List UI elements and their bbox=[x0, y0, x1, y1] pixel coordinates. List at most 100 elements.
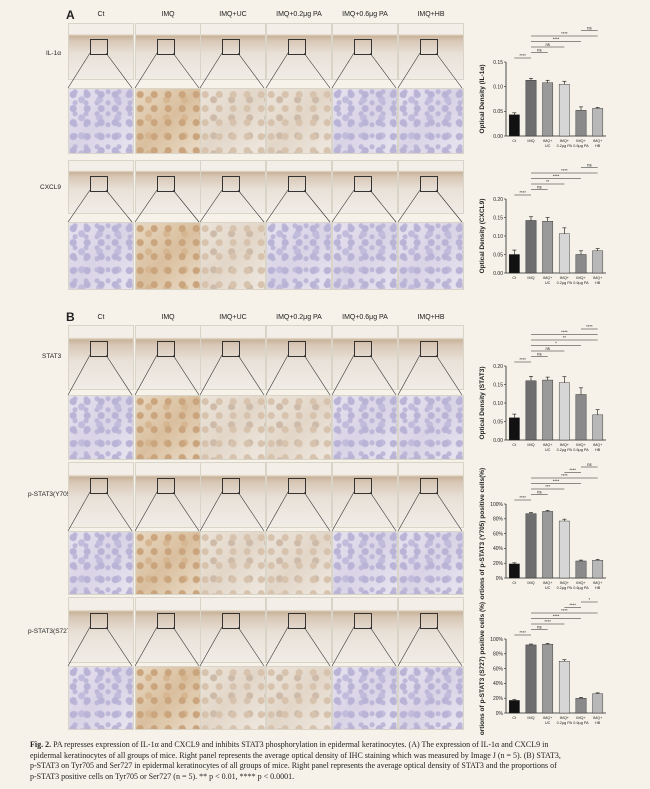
x-tick-label: HB bbox=[595, 281, 601, 285]
row-label-stat3: STAT3 bbox=[42, 353, 62, 360]
zoom-region-box bbox=[420, 341, 438, 357]
x-tick-label: IMQ+ bbox=[593, 139, 603, 143]
x-tick-label: IMQ+ bbox=[560, 276, 570, 280]
x-tick-label: IMQ+ bbox=[576, 139, 586, 143]
zoom-region-box bbox=[157, 39, 175, 55]
bar bbox=[558, 382, 570, 441]
significance-label: ns bbox=[545, 346, 549, 351]
bar bbox=[508, 254, 520, 274]
row-label-cxcl9: CXCL9 bbox=[40, 184, 61, 191]
micrograph-overview bbox=[266, 462, 332, 528]
zoom-region-box bbox=[222, 478, 240, 494]
zoom-region-box bbox=[354, 478, 372, 494]
x-tick-label: UC bbox=[545, 721, 551, 725]
y-tick-label: 0.20 bbox=[493, 197, 503, 203]
x-tick-label: IMQ+ bbox=[543, 139, 553, 143]
col-header-imq-hb: IMQ+HB bbox=[417, 11, 445, 18]
y-tick-label: 20% bbox=[493, 561, 504, 567]
y-tick-label: 40% bbox=[493, 546, 504, 552]
micrograph-zoom bbox=[332, 666, 398, 730]
y-tick-label: 60% bbox=[493, 531, 504, 537]
x-tick-label: IMQ+ bbox=[576, 716, 586, 720]
x-tick-label: IMQ+ bbox=[560, 581, 570, 585]
col-header-ct: Ct bbox=[97, 314, 105, 321]
x-tick-label: UC bbox=[545, 144, 551, 148]
micrograph-zoom bbox=[200, 222, 266, 290]
significance-label: * bbox=[555, 341, 557, 346]
zoom-region-box bbox=[90, 613, 108, 629]
y-tick-label: 0.05 bbox=[493, 109, 503, 115]
panel-letter-a: A bbox=[66, 8, 75, 22]
bar bbox=[525, 644, 537, 714]
bar bbox=[525, 80, 537, 137]
zoom-region-box bbox=[222, 341, 240, 357]
significance-label: ns bbox=[537, 352, 541, 357]
y-axis-label: Optical Density (STAT3) bbox=[479, 366, 486, 439]
x-tick-label: IMQ bbox=[527, 443, 534, 447]
x-tick-label: 0.2μg PA bbox=[557, 281, 573, 285]
micrograph-zoom bbox=[332, 222, 398, 290]
micrograph-overview bbox=[135, 597, 201, 663]
y-tick-label: 0.10 bbox=[493, 401, 503, 407]
y-axis-label: Optical Density (CXCL9) bbox=[479, 199, 486, 274]
x-tick-label: IMQ bbox=[527, 716, 534, 720]
y-tick-label: 60% bbox=[493, 666, 504, 672]
bar bbox=[575, 254, 587, 274]
micrograph-zoom bbox=[135, 395, 201, 460]
significance-label: ns bbox=[537, 490, 541, 495]
micrograph-zoom bbox=[332, 531, 398, 595]
y-tick-label: 0.15 bbox=[493, 382, 503, 388]
y-tick-label: 80% bbox=[493, 652, 504, 658]
x-tick-label: 0.2μg PA bbox=[557, 448, 573, 452]
micrograph-zoom bbox=[68, 531, 134, 595]
col-header-imq: IMQ bbox=[161, 314, 175, 321]
micrograph-zoom bbox=[200, 666, 266, 730]
x-tick-label: IMQ bbox=[527, 139, 534, 143]
row-label-il1a: IL-1α bbox=[46, 50, 61, 57]
zoom-region-box bbox=[288, 478, 306, 494]
significance-label: ** bbox=[546, 179, 550, 184]
micrograph-zoom bbox=[135, 88, 201, 154]
y-tick-label: 0.10 bbox=[493, 84, 503, 90]
zoom-region-box bbox=[222, 613, 240, 629]
bar bbox=[592, 693, 604, 714]
bar bbox=[592, 414, 604, 441]
significance-label: **** bbox=[553, 174, 560, 179]
caption-line: Fig. 2. PA represses expression of IL-1α… bbox=[30, 740, 630, 751]
bar bbox=[525, 380, 537, 441]
zoom-region-box bbox=[288, 176, 306, 192]
x-tick-label: 0.6μg PA bbox=[573, 721, 589, 725]
y-tick-label: 0.05 bbox=[493, 419, 503, 425]
x-tick-label: IMQ+ bbox=[560, 443, 570, 447]
zoom-region-box bbox=[420, 176, 438, 192]
micrograph-zoom bbox=[68, 222, 134, 290]
bar bbox=[508, 700, 520, 714]
significance-label: ns bbox=[537, 185, 541, 190]
col-header-imq-uc: IMQ+UC bbox=[219, 314, 247, 321]
y-tick-label: 100% bbox=[490, 637, 503, 643]
x-tick-label: UC bbox=[545, 586, 551, 590]
x-tick-label: IMQ+ bbox=[543, 581, 553, 585]
caption-text: PA represses expression of IL-1α and CXC… bbox=[51, 740, 549, 749]
y-tick-label: 20% bbox=[493, 696, 504, 702]
zoom-region-box bbox=[288, 613, 306, 629]
bar bbox=[542, 643, 554, 714]
micrograph-zoom bbox=[332, 88, 398, 154]
x-tick-label: IMQ bbox=[527, 581, 534, 585]
x-tick-label: 0.6μg PA bbox=[573, 448, 589, 452]
x-tick-label: IMQ+ bbox=[576, 276, 586, 280]
micrograph-overview bbox=[135, 325, 201, 390]
micrograph-zoom bbox=[398, 222, 464, 290]
micrograph-overview bbox=[332, 325, 398, 390]
x-tick-label: UC bbox=[545, 448, 551, 452]
zoom-region-box bbox=[90, 478, 108, 494]
zoom-region-box bbox=[90, 39, 108, 55]
panel-letter-b: B bbox=[66, 310, 75, 324]
y-tick-label: 0% bbox=[496, 576, 504, 582]
zoom-region-box bbox=[288, 341, 306, 357]
zoom-region-box bbox=[420, 39, 438, 55]
significance-label: ns bbox=[587, 26, 591, 31]
x-tick-label: IMQ bbox=[527, 276, 534, 280]
bar-chart-stat3: 0.00 0.05 0.10 0.15 0.20 Optical Density (STA… bbox=[479, 324, 606, 452]
x-tick-label: Ct bbox=[512, 716, 517, 720]
